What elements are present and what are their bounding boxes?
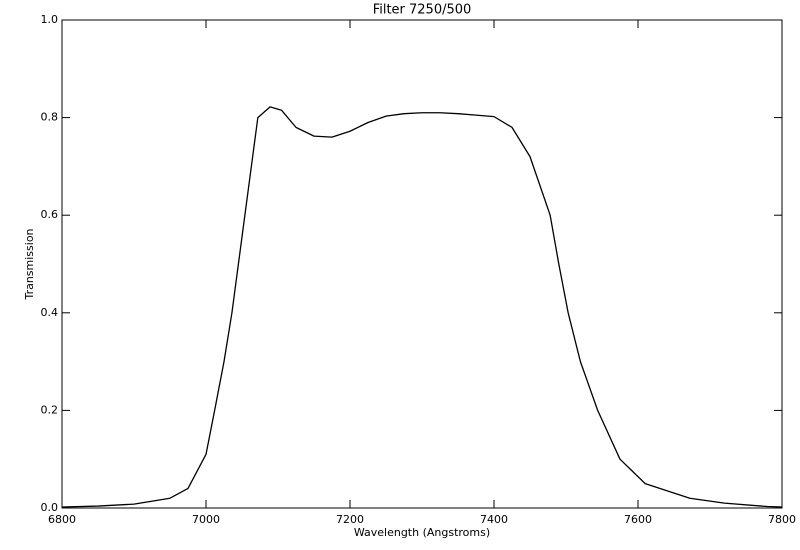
plot-frame <box>61 19 783 509</box>
transmission-line <box>61 106 783 508</box>
y-tick-label: 0.0 <box>41 501 59 514</box>
y-tick-label: 0.2 <box>41 403 59 416</box>
x-tick-label: 7400 <box>480 513 508 526</box>
y-axis-label: Transmission <box>23 228 36 300</box>
x-tick-label: 7200 <box>336 513 364 526</box>
y-tick-label: 0.8 <box>41 111 59 124</box>
y-tick-label: 0.6 <box>41 208 59 221</box>
y-tick-label: 1.0 <box>41 13 59 26</box>
x-tick-label: 6800 <box>48 513 76 526</box>
chart-title: Filter 7250/500 <box>373 3 472 18</box>
x-tick-label: 7000 <box>192 513 220 526</box>
y-tick-label: 0.4 <box>41 306 59 319</box>
x-axis-label: Wavelength (Angstroms) <box>354 526 490 539</box>
x-tick-label: 7800 <box>768 513 796 526</box>
x-tick-label: 7600 <box>624 513 652 526</box>
